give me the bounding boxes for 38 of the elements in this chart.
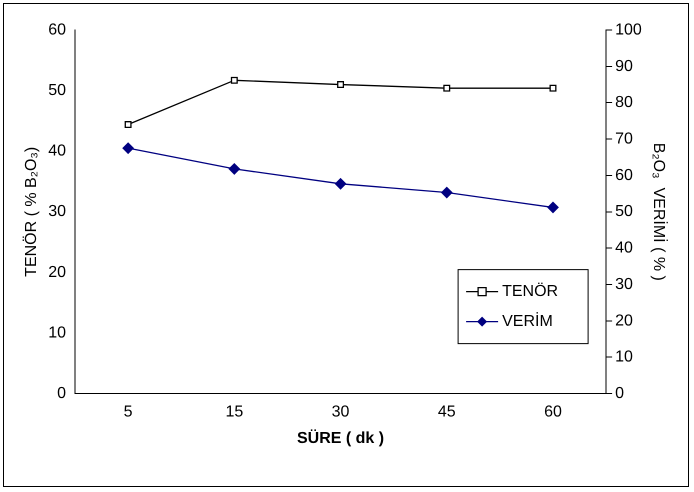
y2-tick-label: 40 bbox=[615, 240, 634, 257]
y2-tick-label: 90 bbox=[615, 58, 634, 75]
y-axis-title: TENÖR ( % B₂O₃) bbox=[22, 146, 40, 277]
point bbox=[230, 76, 238, 84]
point bbox=[334, 178, 346, 190]
y-tick-label: 50 bbox=[48, 82, 66, 100]
y2-tick-label: 100 bbox=[615, 21, 642, 38]
y-tick-label: 20 bbox=[48, 264, 66, 281]
y-tick-label: 40 bbox=[48, 142, 66, 160]
x-axis-title: SÜRE ( dk ) bbox=[296, 428, 384, 447]
x-tick-label: 5 bbox=[124, 404, 133, 421]
point bbox=[124, 121, 132, 128]
x-tick-label: 15 bbox=[225, 404, 244, 421]
y-tick-label: 0 bbox=[57, 385, 66, 402]
point bbox=[441, 186, 452, 198]
y-tick-label: 10 bbox=[48, 324, 66, 342]
x-tick-label: 45 bbox=[438, 404, 456, 421]
y-tick-label: 60 bbox=[48, 21, 66, 38]
point bbox=[122, 142, 134, 154]
legend-label: VERİM bbox=[502, 312, 553, 330]
y2-tick-label: 10 bbox=[615, 348, 634, 366]
y2-tick-label: 0 bbox=[615, 385, 624, 402]
y2-tick-label: 80 bbox=[615, 94, 634, 112]
point bbox=[337, 81, 344, 88]
point bbox=[547, 202, 559, 214]
x-tick-label: 30 bbox=[332, 404, 350, 421]
y2-tick-label: 60 bbox=[615, 166, 634, 184]
x-tick-label: 60 bbox=[544, 404, 562, 421]
point bbox=[443, 84, 450, 92]
y2-tick-label: 20 bbox=[615, 312, 634, 330]
y2-tick-label: 30 bbox=[615, 276, 634, 293]
point bbox=[550, 84, 556, 92]
y2-tick-label: 50 bbox=[615, 203, 634, 220]
point bbox=[228, 163, 240, 175]
y2-axis-title: B₂O₃ VERİMİ ( % ) bbox=[650, 142, 668, 281]
legend-label: TENÖR bbox=[502, 282, 558, 300]
y-tick-label: 30 bbox=[48, 203, 66, 220]
y2-tick-label: 70 bbox=[615, 130, 634, 148]
